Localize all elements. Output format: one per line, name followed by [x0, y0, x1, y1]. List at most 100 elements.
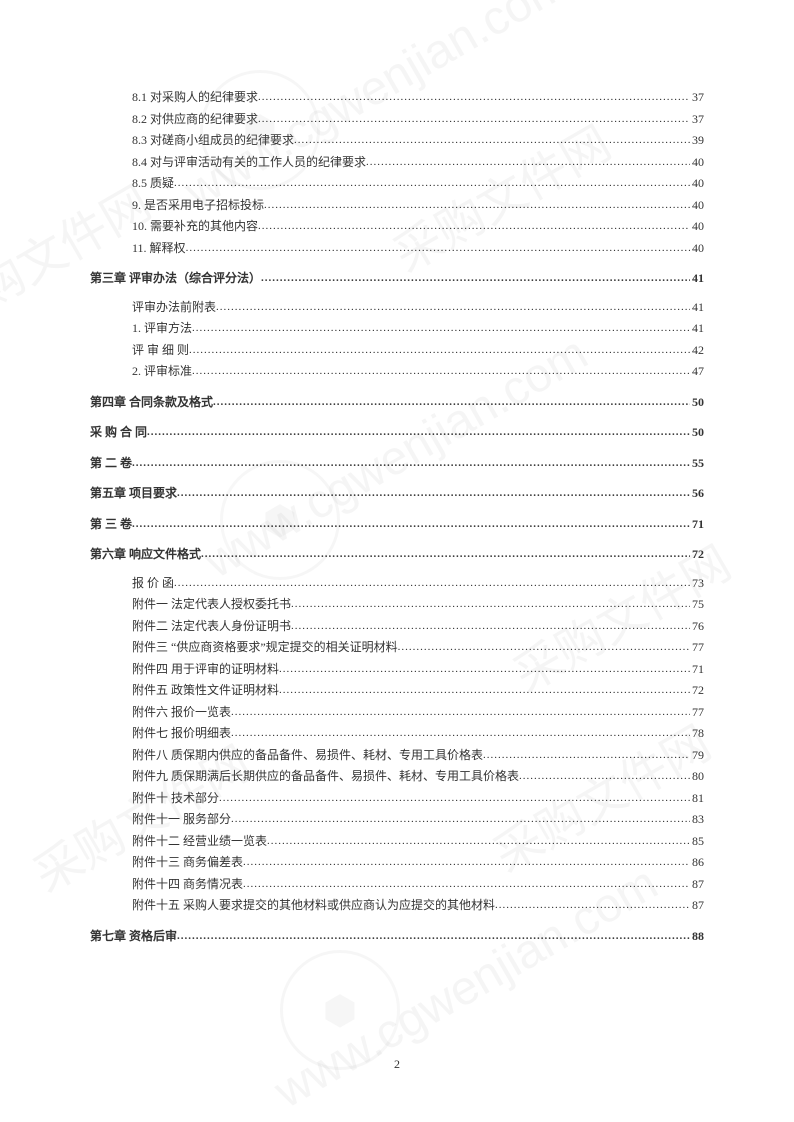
toc-entry: 附件四 用于评审的证明材料 71 [90, 660, 704, 679]
toc-leader-dots [219, 790, 690, 807]
toc-leader-dots [398, 639, 690, 656]
toc-entry: 采 购 合 同 50 [90, 423, 704, 442]
toc-entry-label: 11. 解释权 [132, 239, 186, 257]
toc-entry-label: 第三章 评审办法（综合评分法） [90, 269, 261, 287]
toc-entry: 附件六 报价一览表77 [90, 703, 704, 722]
toc-entry: 第六章 响应文件格式 72 [90, 545, 704, 564]
toc-entry-page: 47 [690, 362, 704, 380]
table-of-contents: 8.1 对采购人的纪律要求378.2 对供应商的纪律要求378.3 对磋商小组成… [90, 88, 704, 945]
toc-entry: 附件十一 服务部分83 [90, 810, 704, 829]
toc-entry-page: 71 [690, 660, 704, 678]
toc-entry: 11. 解释权40 [90, 239, 704, 258]
watermark-logo-icon: ⬢ [280, 950, 400, 1070]
toc-leader-dots [258, 218, 690, 235]
toc-entry-label: 8.5 质疑 [132, 174, 174, 192]
toc-entry-page: 77 [690, 638, 704, 656]
toc-entry-label: 附件十三 商务偏差表 [132, 853, 243, 871]
toc-entry-page: 40 [690, 174, 704, 192]
toc-entry-label: 附件十五 采购人要求提交的其他材料或供应商认为应提交的其他材料 [132, 896, 495, 914]
toc-leader-dots [258, 89, 690, 106]
toc-entry-label: 附件十二 经营业绩一览表 [132, 832, 267, 850]
toc-entry: 第四章 合同条款及格式 50 [90, 393, 704, 412]
toc-leader-dots [261, 270, 690, 287]
toc-entry-page: 88 [690, 927, 704, 945]
toc-entry: 第三章 评审办法（综合评分法） 41 [90, 269, 704, 288]
toc-entry: 附件十三 商务偏差表 86 [90, 853, 704, 872]
toc-entry: 8.4 对与评审活动有关的工作人员的纪律要求40 [90, 153, 704, 172]
toc-entry-label: 附件四 用于评审的证明材料 [132, 660, 279, 678]
toc-entry-label: 2. 评审标准 [132, 362, 192, 380]
toc-entry-label: 评审办法前附表 [132, 298, 216, 316]
toc-entry-page: 86 [690, 853, 704, 871]
toc-entry-page: 40 [690, 153, 704, 171]
toc-entry-page: 73 [690, 574, 704, 592]
toc-entry-label: 10. 需要补充的其他内容 [132, 217, 258, 235]
toc-leader-dots [366, 154, 690, 171]
toc-entry-label: 附件一 法定代表人授权委托书 [132, 595, 291, 613]
toc-entry-page: 79 [690, 746, 704, 764]
toc-entry-label: 采 购 合 同 [90, 423, 147, 441]
toc-entry-page: 87 [690, 875, 704, 893]
toc-entry-page: 50 [690, 393, 704, 411]
toc-entry: 评 审 细 则42 [90, 341, 704, 360]
toc-entry-page: 76 [690, 617, 704, 635]
toc-entry-page: 85 [690, 832, 704, 850]
toc-entry: 附件二 法定代表人身份证明书 76 [90, 617, 704, 636]
toc-entry-label: 附件十四 商务情况表 [132, 875, 243, 893]
toc-leader-dots [177, 485, 690, 502]
toc-leader-dots [231, 811, 690, 828]
toc-entry: 8.5 质疑 40 [90, 174, 704, 193]
toc-entry: 第 二 卷 55 [90, 454, 704, 473]
toc-entry: 附件八 质保期内供应的备品备件、易损件、耗材、专用工具价格表79 [90, 746, 704, 765]
toc-leader-dots [213, 394, 690, 411]
toc-entry: 第七章 资格后审 88 [90, 927, 704, 946]
toc-entry-label: 第五章 项目要求 [90, 484, 177, 502]
toc-entry-page: 41 [690, 319, 704, 337]
toc-entry: 附件十二 经营业绩一览表 85 [90, 832, 704, 851]
toc-entry-label: 附件六 报价一览表 [132, 703, 231, 721]
toc-entry: 附件一 法定代表人授权委托书75 [90, 595, 704, 614]
toc-entry-label: 附件二 法定代表人身份证明书 [132, 617, 291, 635]
toc-entry: 附件三 “供应商资格要求”规定提交的相关证明材料 77 [90, 638, 704, 657]
toc-entry-label: 附件三 “供应商资格要求”规定提交的相关证明材料 [132, 638, 398, 656]
toc-leader-dots [243, 854, 690, 871]
toc-leader-dots [495, 897, 690, 914]
toc-leader-dots [201, 546, 690, 563]
toc-entry-page: 71 [690, 515, 704, 533]
toc-entry-page: 37 [690, 110, 704, 128]
toc-entry-label: 第七章 资格后审 [90, 927, 177, 945]
toc-entry: 2. 评审标准 47 [90, 362, 704, 381]
toc-leader-dots [231, 725, 690, 742]
toc-leader-dots [264, 197, 690, 214]
toc-leader-dots [519, 768, 690, 785]
toc-entry: 8.3 对磋商小组成员的纪律要求39 [90, 131, 704, 150]
toc-leader-dots [267, 833, 690, 850]
toc-entry: 第 三 卷 71 [90, 515, 704, 534]
toc-entry: 报 价 函73 [90, 574, 704, 593]
toc-leader-dots [216, 299, 690, 316]
page-number: 2 [0, 1057, 794, 1072]
toc-leader-dots [192, 320, 690, 337]
toc-leader-dots [291, 618, 690, 635]
toc-entry-page: 72 [690, 545, 704, 563]
toc-entry-page: 56 [690, 484, 704, 502]
toc-entry-label: 附件十 技术部分 [132, 789, 219, 807]
toc-leader-dots [483, 747, 690, 764]
toc-entry-label: 9. 是否采用电子招标投标 [132, 196, 264, 214]
toc-entry: 8.1 对采购人的纪律要求37 [90, 88, 704, 107]
toc-entry-label: 附件九 质保期满后长期供应的备品备件、易损件、耗材、专用工具价格表 [132, 767, 519, 785]
toc-leader-dots [189, 342, 690, 359]
toc-entry-label: 评 审 细 则 [132, 341, 189, 359]
toc-entry: 附件十四 商务情况表 87 [90, 875, 704, 894]
toc-entry-page: 50 [690, 423, 704, 441]
toc-entry: 附件十 技术部分81 [90, 789, 704, 808]
toc-leader-dots [279, 682, 690, 699]
toc-entry-page: 40 [690, 196, 704, 214]
toc-entry-label: 附件五 政策性文件证明材料 [132, 681, 279, 699]
toc-leader-dots [279, 661, 690, 678]
document-page: www.cgwenjian.com 采购文件网 采购文件网 www.cgwenj… [0, 0, 794, 1122]
toc-entry: 评审办法前附表41 [90, 298, 704, 317]
toc-leader-dots [258, 111, 690, 128]
toc-entry: 10. 需要补充的其他内容40 [90, 217, 704, 236]
toc-entry-page: 72 [690, 681, 704, 699]
